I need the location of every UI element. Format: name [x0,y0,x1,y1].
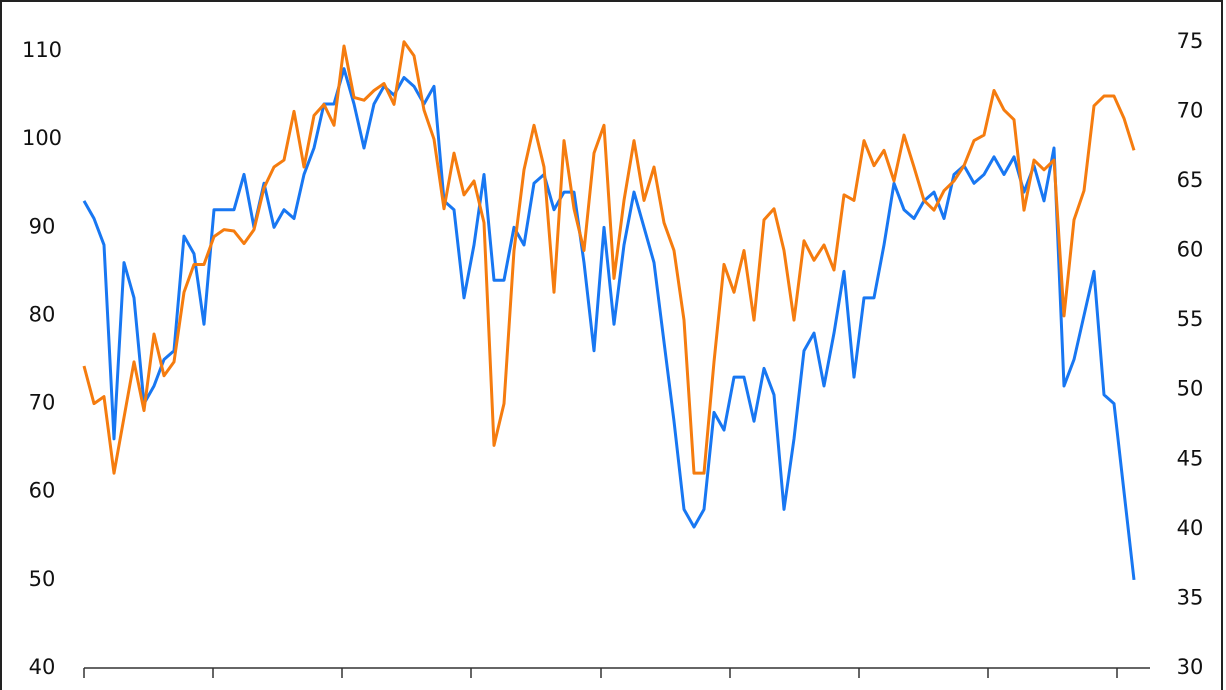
series-line [82,67,1136,581]
y2-tick-label: 75 [1177,29,1204,53]
y-tick-label: 50 [29,567,56,591]
y-tick-label: 90 [29,214,56,238]
y2-tick-label: 60 [1177,238,1204,262]
y2-tick-label: 70 [1177,98,1204,122]
y2-tick-label: 50 [1177,377,1204,401]
y2-tick-label: 65 [1177,168,1204,192]
y2-tick-label: 45 [1177,446,1204,470]
y-tick-label: 40 [29,655,56,679]
y2-tick-label: 35 [1177,585,1204,609]
y-tick-label: 70 [29,391,56,415]
y2-tick-label: 40 [1177,516,1204,540]
y-tick-label: 80 [29,302,56,326]
y-tick-label: 60 [29,479,56,503]
y-tick-label: 110 [22,38,62,62]
y-tick-label: 100 [22,126,62,150]
y2-tick-label: 30 [1177,655,1204,679]
series-line [82,40,1136,475]
x-axis [83,667,1150,678]
y2-tick-label: 55 [1177,307,1204,331]
